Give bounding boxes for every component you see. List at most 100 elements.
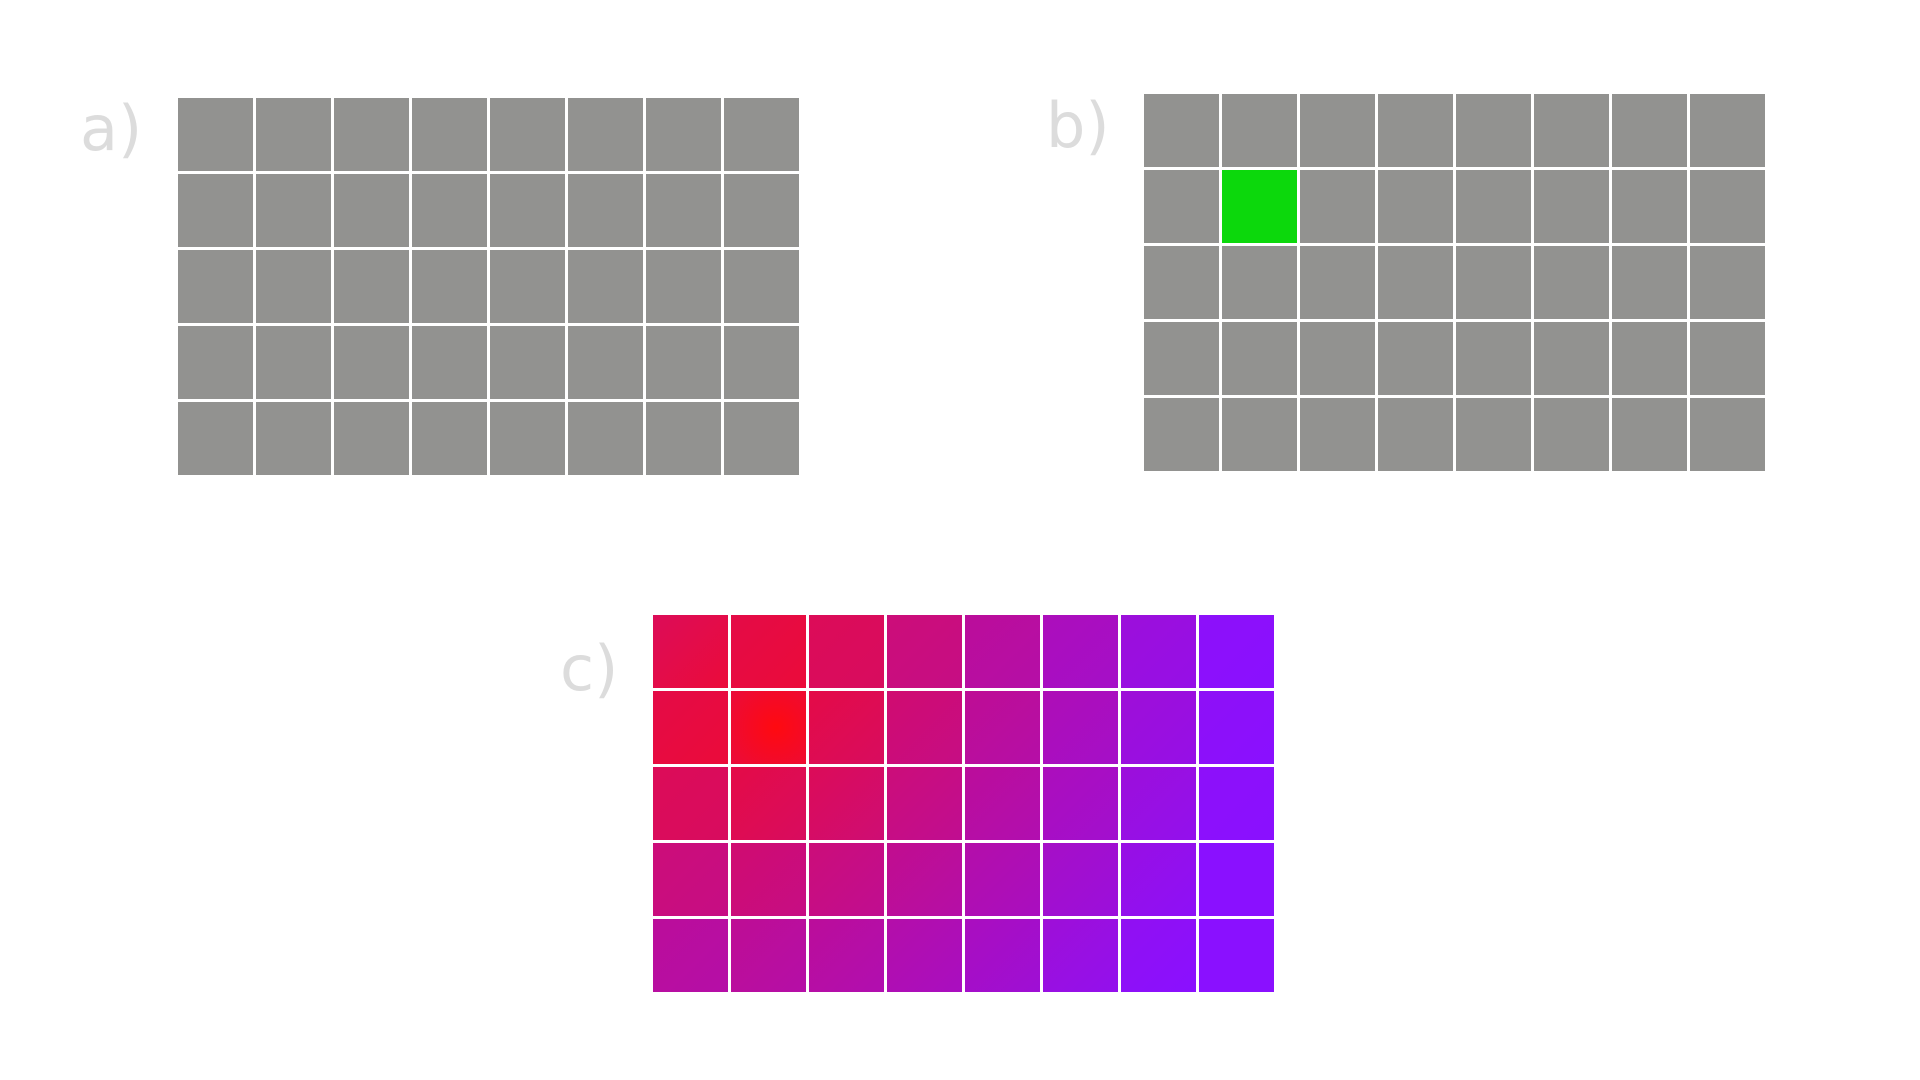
grid-cell [1378,170,1453,243]
grid-cell [412,174,487,247]
grid-cell [1199,919,1274,992]
grid-cell [1144,94,1219,167]
grid-cell [490,326,565,399]
grid-cell [1222,94,1297,167]
grid-cell [1534,398,1609,471]
grid-cell [731,615,806,688]
grid-cell [1612,246,1687,319]
grid-cell [568,250,643,323]
grid-cell [1121,767,1196,840]
grid-cell [1378,322,1453,395]
grid-cell [724,326,799,399]
grid-cell [1612,398,1687,471]
grid-cell [1456,322,1531,395]
grid-cell [1144,170,1219,243]
grid-cell [178,98,253,171]
grid-cell [887,615,962,688]
grid-cell [1222,398,1297,471]
grid-cell [334,174,409,247]
grid-cell [1144,246,1219,319]
grid-cell [178,402,253,475]
grid-cell [1612,322,1687,395]
grid-cell [724,174,799,247]
grid-cell [256,250,331,323]
grid-cell [1534,322,1609,395]
grid-cell [1043,615,1118,688]
grid-cell [568,98,643,171]
grid-cell [1300,398,1375,471]
grid-cell [490,402,565,475]
grid-cell [178,250,253,323]
panel-b-grid [1144,94,1765,471]
grid-cell [653,919,728,992]
grid-cell [1690,322,1765,395]
grid-cell [1043,843,1118,916]
grid-cell [1612,94,1687,167]
grid-cell [1222,246,1297,319]
grid-cell [646,174,721,247]
grid-cell [412,326,487,399]
grid-cell [653,843,728,916]
grid-cell [1534,246,1609,319]
grid-cell [1690,170,1765,243]
grid-cell [724,98,799,171]
grid-cell [412,402,487,475]
grid-cell [1199,615,1274,688]
grid-cell [1121,615,1196,688]
grid-cell [1300,246,1375,319]
grid-cell [1144,398,1219,471]
grid-cell [1043,691,1118,764]
grid-cell [490,98,565,171]
panel-a-grid [178,98,799,475]
grid-cell [1456,94,1531,167]
grid-cell [568,174,643,247]
grid-cell [256,402,331,475]
grid-cell [1534,94,1609,167]
grid-cell [1121,843,1196,916]
grid-cell [1690,94,1765,167]
grid-cell [412,250,487,323]
grid-cell [1144,322,1219,395]
grid-cell [887,843,962,916]
grid-cell [965,691,1040,764]
grid-cell [731,919,806,992]
grid-cell [1300,322,1375,395]
grid-cell [1378,398,1453,471]
grid-cell [334,326,409,399]
grid-cell [809,691,884,764]
grid-cell [965,843,1040,916]
grid-cell [1199,691,1274,764]
grid-cell [1043,919,1118,992]
grid-cell [334,402,409,475]
grid-cell [653,691,728,764]
panel-a-label: a) [80,92,143,165]
grid-cell [809,919,884,992]
grid-cell [731,691,806,764]
grid-cell [1300,94,1375,167]
grid-cell [178,326,253,399]
grid-cell [809,615,884,688]
grid-cell [887,691,962,764]
grid-cell [1043,767,1118,840]
grid-cell [490,250,565,323]
grid-cell [731,843,806,916]
grid-cell [490,174,565,247]
grid-cell [568,326,643,399]
grid-cell [1199,843,1274,916]
grid-cell [646,402,721,475]
grid-cell [809,767,884,840]
grid-cell [809,843,884,916]
grid-cell [1456,398,1531,471]
grid-cell [256,98,331,171]
grid-cell [334,98,409,171]
grid-cell [965,767,1040,840]
grid-cell [1690,246,1765,319]
panel-b-label: b) [1046,89,1110,162]
grid-cell [724,250,799,323]
highlighted-cell [1222,170,1297,243]
grid-cell [731,767,806,840]
grid-cell [1456,246,1531,319]
grid-cell [178,174,253,247]
grid-cell [1222,322,1297,395]
grid-cell [653,767,728,840]
